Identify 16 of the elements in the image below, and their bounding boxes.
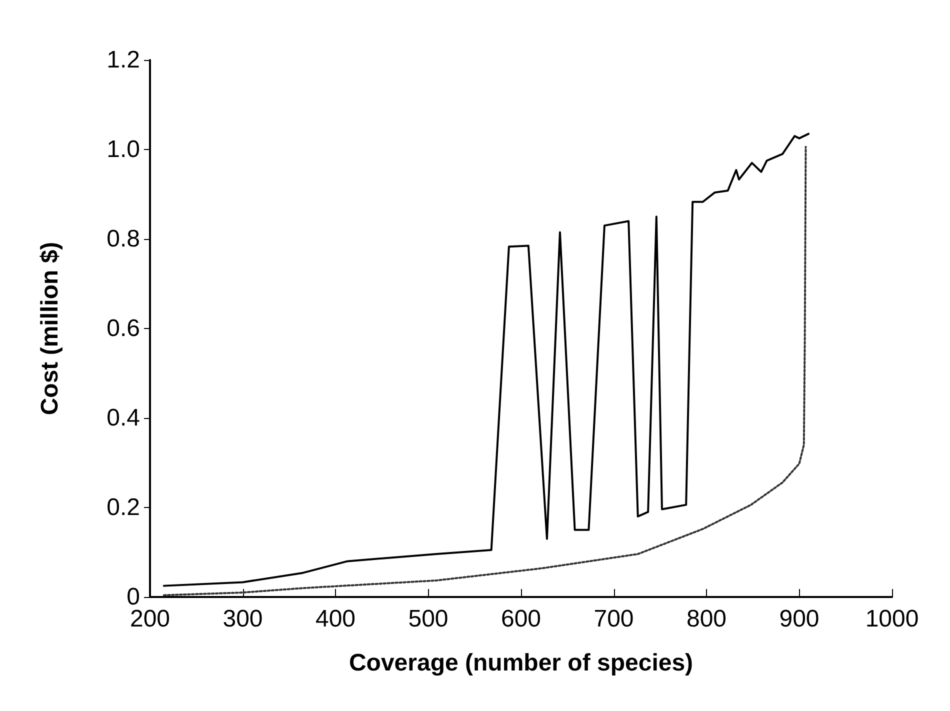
y-tick-label: 0.6 — [106, 315, 140, 342]
x-tick-label: 400 — [315, 606, 356, 632]
x-tick-label: 300 — [222, 606, 263, 632]
y-axis-title: Cost (million $) — [36, 242, 64, 416]
y-tick-label: 0.2 — [106, 494, 140, 521]
y-tick-label: 0.8 — [106, 226, 140, 252]
x-axis-title: Coverage (number of species) — [348, 650, 694, 676]
x-tick-label: 800 — [686, 606, 727, 632]
y-tick-label: 1.2 — [106, 46, 140, 74]
y-tick-label: 0.4 — [106, 404, 140, 432]
x-tick-label: 600 — [500, 606, 542, 632]
y-tick-label: 1.0 — [106, 136, 140, 163]
x-tick-label: 500 — [408, 606, 448, 632]
x-tick-label: 1000 — [865, 606, 919, 632]
x-tick-label: 700 — [594, 606, 634, 632]
x-tick-label: 900 — [779, 606, 820, 632]
